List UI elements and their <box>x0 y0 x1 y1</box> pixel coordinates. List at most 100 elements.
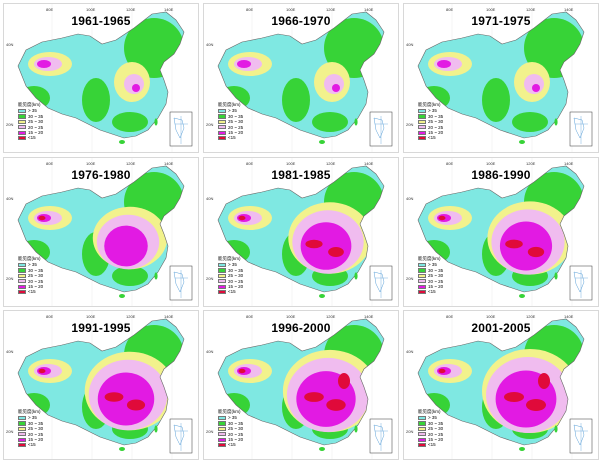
legend-label: 20 ~ 25 <box>28 124 44 130</box>
legend-item: 20 ~ 25 <box>218 279 262 284</box>
legend-label: 30 ~ 35 <box>228 267 244 273</box>
legend-swatch <box>218 284 226 289</box>
legend-label: <15 <box>28 289 36 295</box>
legend-swatch <box>18 130 26 135</box>
legend-item: 15 ~ 20 <box>418 130 462 135</box>
longitude-tick-label: 100E <box>86 161 96 166</box>
map-panel: 80E 100E 120E 140E 40N 20N 1966-1970 能见度(km) > 3… <box>203 3 399 153</box>
longitude-tick-label: 80E <box>246 161 254 166</box>
legend-label: 15 ~ 20 <box>428 129 444 135</box>
longitude-tick-label: 140E <box>164 161 174 166</box>
latitude-tick-label: 20N <box>6 276 14 281</box>
legend-item: 25 ~ 30 <box>18 119 62 124</box>
longitude-tick-label: 80E <box>246 314 254 319</box>
legend-label: > 35 <box>28 108 37 114</box>
legend-label: 20 ~ 25 <box>28 431 44 437</box>
legend-swatch <box>418 437 426 442</box>
longitude-tick-label: 100E <box>286 161 296 166</box>
legend-swatch <box>418 114 426 119</box>
legend-label: 25 ~ 30 <box>28 119 44 125</box>
legend-swatch <box>418 289 426 295</box>
legend-item: 15 ~ 20 <box>218 437 262 442</box>
legend-swatch <box>218 442 226 448</box>
legend-label: 20 ~ 25 <box>228 124 244 130</box>
legend-label: 25 ~ 30 <box>228 426 244 432</box>
legend-swatch <box>418 130 426 135</box>
legend-label: 15 ~ 20 <box>428 436 444 442</box>
panel-title: 1976-1980 <box>71 168 131 182</box>
legend-label: <15 <box>28 135 36 141</box>
legend-title: 能见度(km) <box>418 256 441 261</box>
legend-item: 30 ~ 35 <box>18 114 62 119</box>
legend-item: > 35 <box>218 108 262 113</box>
longitude-tick-label: 100E <box>286 314 296 319</box>
longitude-tick-label: 140E <box>564 7 574 12</box>
map-panel: 80E 100E 120E 140E 40N 20N 1986-1990 能见度(km) > 3… <box>403 157 599 307</box>
latitude-tick-label: 20N <box>6 429 14 434</box>
legend-item: 20 ~ 25 <box>218 125 262 130</box>
latitude-tick-label: 40N <box>406 349 414 354</box>
legend-item: 15 ~ 20 <box>218 130 262 135</box>
legend-item: 30 ~ 35 <box>418 268 462 273</box>
longitude-tick-label: 120E <box>126 7 136 12</box>
china-visibility-map <box>17 158 193 306</box>
legend-label: 15 ~ 20 <box>28 436 44 442</box>
china-visibility-map <box>417 4 593 152</box>
legend-item: <15 <box>418 289 462 294</box>
panel-title: 1961-1965 <box>71 14 131 28</box>
china-visibility-map <box>217 158 393 306</box>
legend-item: 15 ~ 20 <box>418 284 462 289</box>
legend-label: 25 ~ 30 <box>28 273 44 279</box>
legend-label: > 35 <box>228 262 237 268</box>
legend-label: <15 <box>428 289 436 295</box>
legend-swatch <box>418 273 426 278</box>
legend-title: 能见度(km) <box>418 102 441 107</box>
legend-swatch <box>18 289 26 295</box>
legend-label: 15 ~ 20 <box>28 283 44 289</box>
legend-item: 30 ~ 35 <box>418 114 462 119</box>
legend-label: 25 ~ 30 <box>28 426 44 432</box>
legend-swatch <box>218 119 226 124</box>
panel-title: 1971-1975 <box>471 14 531 28</box>
legend-swatch <box>18 432 26 437</box>
legend-item: > 35 <box>218 262 262 267</box>
legend-swatch <box>218 268 226 273</box>
legend-swatch <box>418 268 426 273</box>
legend-label: 20 ~ 25 <box>28 278 44 284</box>
legend-swatch <box>18 426 26 431</box>
legend-swatch <box>418 284 426 289</box>
longitude-tick-label: 120E <box>526 161 536 166</box>
legend-label: 15 ~ 20 <box>28 129 44 135</box>
longitude-tick-label: 120E <box>326 161 336 166</box>
legend-label: 15 ~ 20 <box>228 129 244 135</box>
legend-title: 能见度(km) <box>218 256 241 261</box>
legend-item: 25 ~ 30 <box>218 273 262 278</box>
legend-item: <15 <box>18 442 62 447</box>
map-panel: 80E 100E 120E 140E 40N 20N 1991-1995 能见度(km) > 3… <box>3 310 199 460</box>
china-visibility-map <box>217 4 393 152</box>
legend-title: 能见度(km) <box>18 102 41 107</box>
legend-swatch <box>418 109 426 114</box>
longitude-tick-label: 80E <box>46 7 54 12</box>
legend-swatch <box>218 289 226 295</box>
panel-title: 1966-1970 <box>271 14 331 28</box>
legend-swatch <box>18 416 26 421</box>
latitude-tick-label: 40N <box>406 42 414 47</box>
latitude-tick-label: 20N <box>206 122 214 127</box>
legend-label: > 35 <box>28 415 37 421</box>
legend-swatch <box>18 109 26 114</box>
panel-title: 1991-1995 <box>71 321 131 335</box>
legend-label: 15 ~ 20 <box>428 283 444 289</box>
legend-item: 15 ~ 20 <box>418 437 462 442</box>
legend-label: 20 ~ 25 <box>428 431 444 437</box>
legend-title: 能见度(km) <box>18 256 41 261</box>
map-panel: 80E 100E 120E 140E 40N 20N 1971-1975 能见度(km) > 3… <box>403 3 599 153</box>
legend-swatch <box>418 125 426 130</box>
latitude-tick-label: 20N <box>206 276 214 281</box>
legend-label: 20 ~ 25 <box>428 124 444 130</box>
legend-label: <15 <box>428 135 436 141</box>
legend-item: 20 ~ 25 <box>418 279 462 284</box>
legend-label: 30 ~ 35 <box>28 113 44 119</box>
legend-swatch <box>18 442 26 448</box>
legend-swatch <box>218 109 226 114</box>
